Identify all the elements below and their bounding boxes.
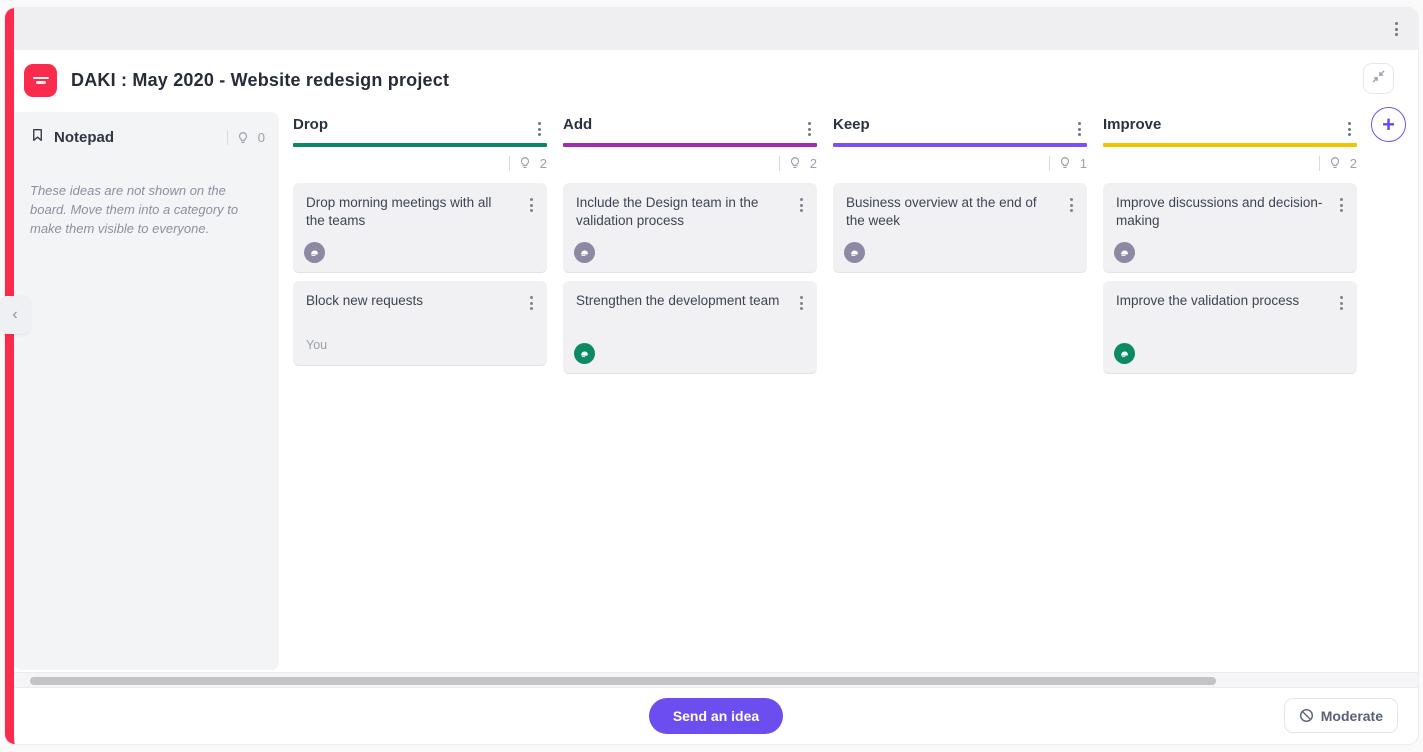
divider	[778, 155, 780, 171]
divider	[1318, 155, 1320, 171]
bookmark-icon	[30, 127, 45, 148]
notepad-title: Notepad	[54, 129, 114, 146]
idea-card[interactable]: Drop morning meetings with all the teams	[293, 183, 547, 273]
plus-icon: +	[1382, 111, 1395, 137]
card-text: Business overview at the end of the week	[846, 195, 1037, 229]
daki-logo-icon	[24, 63, 57, 97]
column-drop: Drop 2 Drop morning meetings with all th…	[293, 116, 547, 366]
notepad-count: 0	[257, 130, 265, 145]
notepad-header: Notepad 0	[14, 112, 279, 148]
column-color-bar	[293, 143, 547, 147]
column-menu-icon[interactable]	[1072, 116, 1087, 142]
sidebar-collapse-handle[interactable]: ‹	[0, 296, 30, 334]
anonymous-avatar	[1114, 242, 1135, 263]
prohibit-icon	[1299, 708, 1314, 723]
card-menu-icon[interactable]	[1334, 192, 1349, 218]
moderate-label: Moderate	[1320, 707, 1383, 724]
collapse-diagonal-icon	[1371, 69, 1386, 89]
column-count: 2	[1349, 155, 1357, 171]
column-title: Improve	[1103, 116, 1162, 133]
column-color-bar	[563, 143, 817, 147]
column-title: Drop	[293, 116, 328, 133]
column-count: 1	[1079, 155, 1087, 171]
notepad-note-text: These ideas are not shown on the board. …	[30, 183, 239, 236]
column-improve: Improve 2 Improve discussions and decisi…	[1103, 116, 1357, 374]
card-text: Drop morning meetings with all the teams	[306, 195, 492, 229]
card-menu-icon[interactable]	[794, 192, 809, 218]
idea-card[interactable]: Improve the validation process	[1103, 281, 1357, 374]
idea-card[interactable]: Include the Design team in the validatio…	[563, 183, 817, 273]
footer-bar: Send an idea Moderate	[14, 688, 1418, 744]
column-menu-icon[interactable]	[802, 116, 817, 142]
column-title: Add	[563, 116, 593, 133]
send-idea-button[interactable]: Send an idea	[648, 698, 784, 734]
lightbulb-icon	[518, 156, 532, 170]
lightbulb-icon	[1058, 156, 1072, 170]
idea-card[interactable]: Business overview at the end of the week	[833, 183, 1087, 273]
card-text: Improve the validation process	[1116, 293, 1300, 308]
card-text: Improve discussions and decision-making	[1116, 195, 1323, 229]
column-menu-icon[interactable]	[532, 116, 547, 142]
lightbulb-icon	[788, 156, 802, 170]
member-avatar	[1114, 343, 1135, 364]
chevron-left-icon: ‹	[12, 306, 18, 323]
board-header: DAKI : May 2020 - Website redesign proje…	[24, 60, 1408, 100]
column-title: Keep	[833, 116, 870, 133]
column-add: Add 2 Include the Design team in the val…	[563, 116, 817, 374]
member-avatar	[574, 343, 595, 364]
card-text: Include the Design team in the validatio…	[576, 195, 759, 229]
anonymous-avatar	[304, 242, 325, 263]
divider	[226, 130, 228, 145]
idea-card[interactable]: Block new requests You	[293, 281, 547, 366]
top-bar	[14, 8, 1418, 50]
card-menu-icon[interactable]	[794, 290, 809, 316]
board-title: DAKI : May 2020 - Website redesign proje…	[71, 69, 450, 90]
anonymous-avatar	[574, 242, 595, 263]
card-menu-icon[interactable]	[1064, 192, 1079, 218]
lightbulb-icon	[236, 131, 250, 145]
moderate-button[interactable]: Moderate	[1283, 698, 1398, 733]
board: Drop 2 Drop morning meetings with all th…	[14, 116, 1418, 654]
column-menu-icon[interactable]	[1342, 116, 1357, 142]
column-count: 2	[539, 155, 547, 171]
card-author: You	[306, 338, 328, 352]
app-window: DAKI : May 2020 - Website redesign proje…	[5, 8, 1418, 744]
divider	[1048, 155, 1050, 171]
card-menu-icon[interactable]	[1334, 290, 1349, 316]
card-menu-icon[interactable]	[524, 290, 539, 316]
idea-card[interactable]: Strengthen the development team	[563, 281, 817, 374]
window-menu-icon[interactable]	[1389, 16, 1404, 42]
collapse-button[interactable]	[1363, 63, 1394, 94]
notepad-panel: Notepad 0 These ideas are not shown on t…	[14, 112, 279, 670]
column-keep: Keep 1 Business overview at the end of t…	[833, 116, 1087, 273]
card-text: Block new requests	[306, 293, 424, 308]
add-button[interactable]: +	[1371, 107, 1406, 142]
horizontal-scrollbar	[14, 672, 1418, 688]
column-color-bar	[833, 143, 1087, 147]
scrollbar-thumb[interactable]	[30, 676, 1216, 685]
column-count: 2	[809, 155, 817, 171]
lightbulb-icon	[1328, 156, 1342, 170]
card-menu-icon[interactable]	[524, 192, 539, 218]
card-text: Strengthen the development team	[576, 293, 780, 308]
anonymous-avatar	[844, 242, 865, 263]
idea-card[interactable]: Improve discussions and decision-making	[1103, 183, 1357, 273]
column-color-bar	[1103, 143, 1357, 147]
divider	[508, 155, 510, 171]
